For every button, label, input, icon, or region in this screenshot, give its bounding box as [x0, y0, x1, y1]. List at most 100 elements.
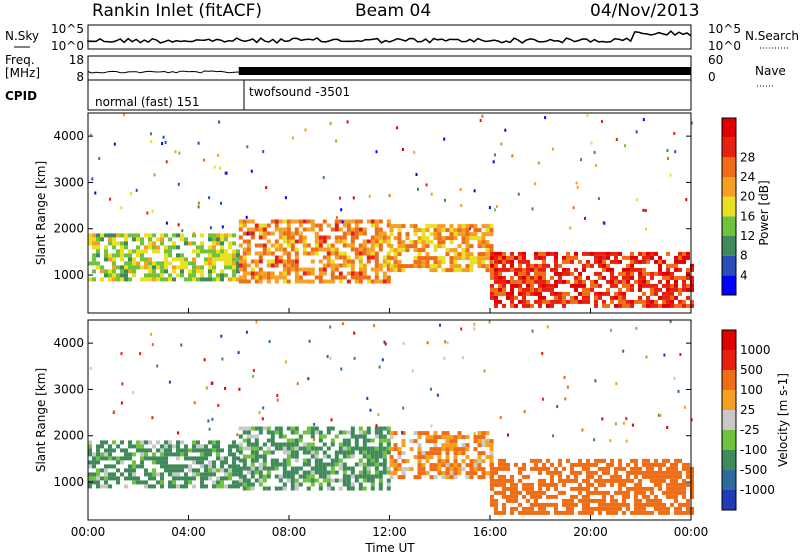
- heatmap-cell: [318, 446, 323, 451]
- heatmap-cell: [362, 478, 367, 483]
- heatmap-cell: [494, 510, 498, 515]
- heatmap-cell: [530, 486, 534, 491]
- heatmap-cell: [286, 438, 291, 443]
- heatmap-cell: [642, 462, 646, 467]
- heatmap-cell: [598, 283, 602, 288]
- heatmap-cell: [578, 283, 582, 288]
- heatmap-cell: [313, 422, 316, 426]
- heatmap-cell: [216, 444, 220, 449]
- heatmap-cell: [266, 251, 271, 256]
- heatmap-cell: [310, 279, 315, 284]
- heatmap-cell: [523, 410, 526, 414]
- heatmap-cell: [184, 237, 188, 242]
- heatmap-cell: [642, 458, 646, 463]
- heatmap-cell: [294, 486, 299, 491]
- heatmap-cell: [180, 257, 184, 262]
- heatmap-cell: [682, 287, 686, 292]
- heatmap-cell: [662, 283, 666, 288]
- heatmap-cell: [92, 464, 96, 469]
- heatmap-cell: [306, 478, 311, 483]
- heatmap-cell: [156, 456, 160, 461]
- heatmap-cell: [220, 480, 224, 485]
- y-tick-label: 3000: [53, 382, 84, 396]
- heatmap-cell: [510, 303, 514, 308]
- heatmap-cell: [168, 249, 172, 254]
- heatmap-cell: [294, 446, 299, 451]
- heatmap-cell: [374, 446, 379, 451]
- heatmap-cell: [184, 265, 188, 270]
- heatmap-cell: [192, 265, 196, 270]
- heatmap-cell: [417, 455, 422, 460]
- heatmap-cell: [562, 482, 566, 487]
- heatmap-cell: [514, 486, 518, 491]
- heatmap-cell: [334, 247, 339, 252]
- heatmap-cell: [445, 451, 450, 456]
- heatmap-cell: [204, 472, 208, 477]
- heatmap-cell: [242, 219, 247, 224]
- heatmap-cell: [128, 269, 132, 274]
- heatmap-cell: [622, 299, 626, 304]
- heatmap-cell: [330, 279, 335, 284]
- heatmap-cell: [674, 474, 678, 479]
- heatmap-cell: [156, 277, 160, 282]
- heatmap-cell: [238, 426, 243, 431]
- heatmap-cell: [465, 240, 470, 245]
- heatmap-cell: [393, 260, 398, 265]
- heatmap-cell: [598, 498, 602, 503]
- heatmap-cell: [489, 224, 494, 229]
- heatmap-cell: [176, 476, 180, 481]
- heatmap-cell: [514, 482, 518, 487]
- heatmap-cell: [650, 303, 654, 308]
- heatmap-cell: [678, 474, 682, 479]
- heatmap-cell: [498, 251, 502, 256]
- heatmap-cell: [550, 251, 554, 256]
- heatmap-cell: [646, 458, 650, 463]
- heatmap-cell: [246, 478, 251, 483]
- heatmap-cell: [674, 295, 678, 300]
- heatmap-cell: [614, 490, 618, 495]
- heatmap-cell: [140, 448, 144, 453]
- heatmap-cell: [417, 248, 422, 253]
- heatmap-cell: [666, 303, 670, 308]
- y-tick-label: 2000: [53, 429, 84, 443]
- heatmap-cell: [538, 303, 542, 308]
- heatmap-cell: [570, 502, 574, 507]
- heatmap-cell: [558, 275, 562, 280]
- heatmap-cell: [282, 227, 287, 232]
- heatmap-cell: [522, 287, 526, 292]
- heatmap-cell: [92, 456, 96, 461]
- heatmap-cell: [346, 446, 351, 451]
- heatmap-cell: [168, 237, 172, 242]
- colorbar-swatch: [722, 275, 736, 295]
- heatmap-cell: [192, 232, 195, 235]
- heatmap-cell: [490, 263, 494, 268]
- heatmap-cell: [342, 239, 347, 244]
- heatmap-cell: [526, 267, 530, 272]
- heatmap-cell: [254, 251, 259, 256]
- heatmap-cell: [152, 233, 156, 238]
- heatmap-cell: [490, 251, 494, 256]
- heatmap-cell: [124, 456, 128, 461]
- heatmap-cell: [582, 498, 586, 503]
- heatmap-cell: [449, 236, 454, 241]
- heatmap-cell: [100, 444, 104, 449]
- heatmap-cell: [172, 464, 176, 469]
- heatmap-cell: [674, 490, 678, 495]
- heatmap-cell: [654, 470, 658, 475]
- heatmap-cell: [362, 227, 367, 232]
- heatmap-cell: [558, 458, 562, 463]
- heatmap-cell: [546, 470, 550, 475]
- heatmap-cell: [453, 455, 458, 460]
- heatmap-cell: [246, 227, 251, 232]
- heatmap-cell: [366, 458, 371, 463]
- heatmap-cell: [494, 255, 498, 260]
- heatmap-cell: [242, 462, 247, 467]
- heatmap-cell: [150, 140, 153, 144]
- heatmap-cell: [469, 260, 474, 265]
- colorbar-tick: -500: [740, 463, 767, 477]
- heatmap-cell: [658, 267, 662, 272]
- heatmap-cell: [338, 239, 343, 244]
- heatmap-cell: [246, 466, 251, 471]
- heatmap-cell: [278, 434, 283, 439]
- heatmap-cell: [242, 259, 247, 264]
